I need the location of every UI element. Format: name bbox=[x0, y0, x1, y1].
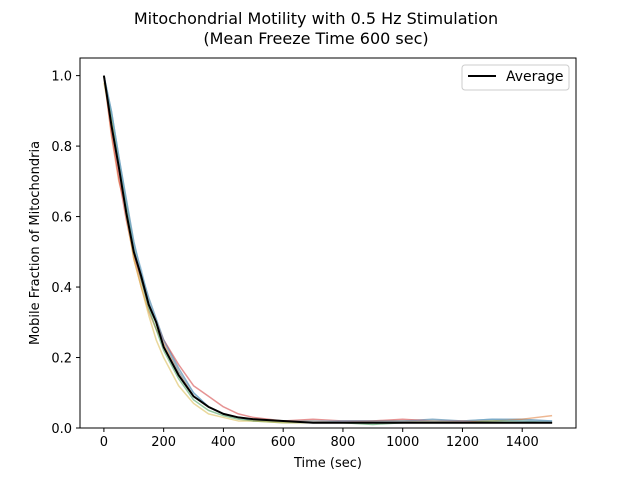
series-line-average bbox=[102, 75, 553, 424]
y-tick-label: 0.4 bbox=[51, 281, 72, 296]
y-tick-label: 0.0 bbox=[51, 422, 72, 437]
y-tick-label: 0.6 bbox=[51, 211, 72, 226]
legend: Average bbox=[461, 64, 570, 91]
x-tick-label: 800 bbox=[331, 435, 356, 450]
axes-layer: 0 200 400 600 800 1000 1200 1400 0.0 0.2 0.4 0.6 0.8… bbox=[51, 70, 538, 450]
x-tick-label: 600 bbox=[271, 435, 296, 450]
legend-average-label: Average bbox=[506, 69, 564, 85]
y-tick-label: 0.8 bbox=[51, 140, 72, 155]
y-tick-label: 1.0 bbox=[51, 70, 72, 85]
x-tick-label: 200 bbox=[151, 435, 176, 450]
y-tick-label: 0.2 bbox=[51, 352, 72, 367]
x-tick-label: 1000 bbox=[386, 435, 419, 450]
x-tick-label: 400 bbox=[211, 435, 236, 450]
y-axis-label: Mobile Fraction of Mitochondria bbox=[28, 141, 43, 345]
x-tick-label: 1400 bbox=[506, 435, 539, 450]
plot-frame bbox=[79, 57, 577, 429]
series-line-trial-5 bbox=[103, 82, 553, 424]
x-tick-label: 0 bbox=[100, 435, 108, 450]
x-axis-label: Time (sec) bbox=[293, 456, 362, 471]
series-line-trial-6 bbox=[103, 75, 553, 422]
legend-box bbox=[461, 64, 570, 91]
chart-title-line-1: Mitochondrial Motility with 0.5 Hz Stimu… bbox=[134, 9, 498, 28]
series-layer bbox=[102, 75, 553, 426]
x-tick-label: 1200 bbox=[446, 435, 479, 450]
chart-title-line-2: (Mean Freeze Time 600 sec) bbox=[203, 29, 428, 48]
